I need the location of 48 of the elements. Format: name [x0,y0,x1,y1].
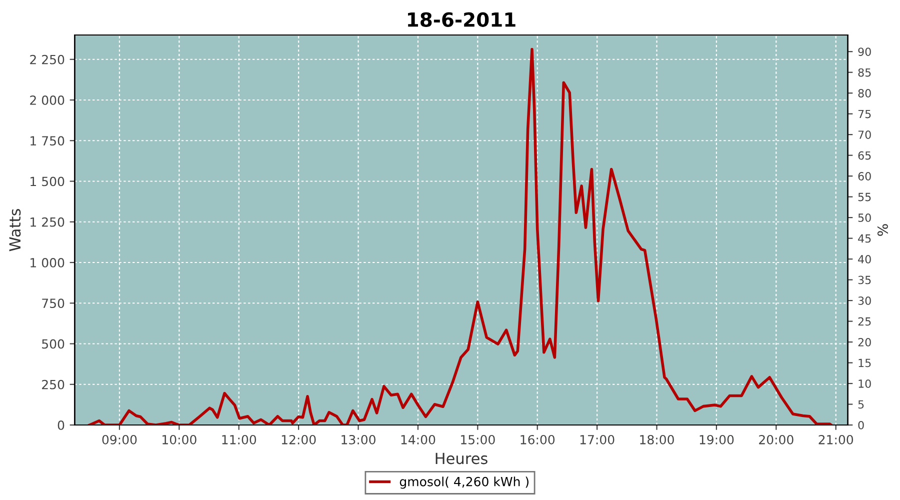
y2-tick-label: 80 [858,89,871,98]
y-tick-label: 250 [42,380,64,390]
y2-tick-label: 25 [858,317,871,326]
chart-title: 18-6-2011 [408,12,516,27]
x-tick-label: 20:00 [759,434,794,444]
y2-tick-label: 0 [858,420,864,430]
y2-tick-label: 60 [858,172,871,180]
x-tick-label: 13:00 [342,434,376,444]
y2-tick-label: 20 [858,338,871,346]
y2-tick-label: 75 [858,110,871,118]
y-tick-label: 750 [42,298,64,308]
y2-tick-label: 5 [858,400,864,409]
x-tick-label: 17:00 [580,434,614,444]
y2-tick-label: 15 [858,358,871,368]
x-tick-label: 12:00 [282,434,316,444]
y2-tick-label: 65 [858,151,871,160]
x-tick-label: 15:00 [461,434,495,444]
y-tick-label: 2 000 [30,95,64,105]
y2-tick-label: 50 [858,214,871,222]
y-tick-label: 2 250 [30,54,64,64]
y-tick-label: 500 [42,339,64,349]
line-series [88,48,832,425]
y2-axis-title: % [877,224,888,236]
y2-tick-label: 55 [858,192,871,202]
y2-tick-label: 90 [858,48,871,56]
x-tick-label: 11:00 [222,434,256,444]
x-tick-label: 14:00 [401,434,436,444]
y-tick-label: 1 250 [30,217,64,227]
x-tick-label: 10:00 [162,434,196,444]
y-tick-label: 0 [58,420,64,430]
y2-tick-label: 40 [858,255,871,264]
y2-tick-label: 35 [858,276,871,284]
legend-label: gmosol( 4,260 kWh ) [400,476,528,489]
y-axis-title: Watts [9,209,21,252]
y2-tick-label: 45 [858,234,871,243]
y2-tick-label: 85 [858,68,871,77]
x-tick-label: 09:00 [102,434,137,444]
y-tick-label: 1 000 [30,258,64,268]
x-axis-title: Heures [436,452,488,464]
y2-tick-label: 10 [858,379,871,388]
x-tick-label: 16:00 [520,434,555,444]
x-tick-label: 19:00 [700,434,734,444]
y2-tick-label: 70 [858,130,871,139]
x-tick-label: 21:00 [818,434,854,444]
x-tick-label: 18:00 [640,434,674,444]
y-tick-label: 1 750 [30,136,64,146]
y2-tick-label: 30 [858,296,871,305]
y-tick-label: 1 500 [30,176,64,186]
